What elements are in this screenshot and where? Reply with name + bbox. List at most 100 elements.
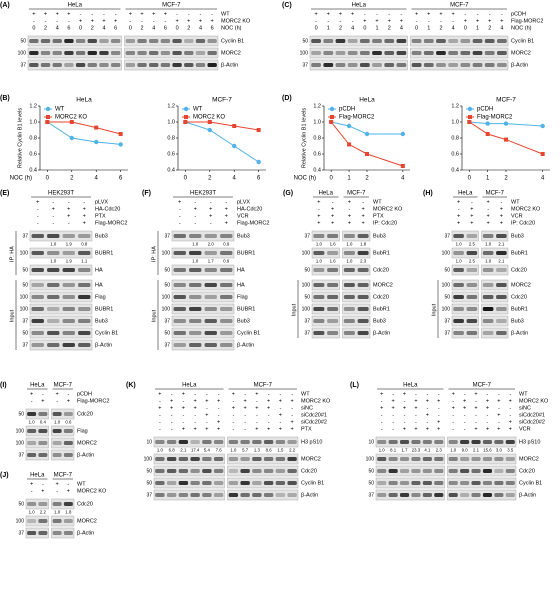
condition-sign: - — [279, 419, 281, 425]
band — [149, 63, 159, 67]
band — [27, 502, 37, 506]
band — [411, 469, 421, 473]
quantification: 0.8 — [81, 242, 88, 247]
condition-sign: + — [339, 11, 342, 17]
protein-label: Bub3 — [95, 233, 108, 239]
band — [466, 283, 478, 287]
blot-strip — [29, 303, 93, 315]
condition-sign: - — [42, 481, 44, 487]
band — [436, 39, 446, 43]
protein-label: Cdc20 — [301, 468, 317, 474]
band — [220, 307, 233, 311]
blot-strip — [29, 327, 93, 339]
band — [178, 493, 189, 497]
band — [497, 63, 507, 67]
band — [52, 412, 62, 416]
blot-strip — [25, 527, 49, 539]
band — [482, 268, 494, 272]
y-tick-label: 1.0 — [167, 119, 175, 125]
band — [313, 295, 325, 299]
condition-sign: + — [83, 213, 86, 219]
series-line — [47, 121, 121, 135]
blot-strip — [171, 303, 235, 315]
quantification: 0.4 — [40, 420, 47, 425]
band — [434, 457, 444, 461]
condition-sign: - — [194, 391, 196, 397]
y-tick-label: 0.4 — [313, 167, 321, 173]
series-line — [47, 121, 121, 145]
quantification: 8.1 — [390, 448, 397, 453]
condition-label: siNC — [519, 405, 531, 411]
condition-sign: + — [194, 426, 197, 432]
blot-strip — [171, 247, 235, 259]
series-line — [185, 121, 259, 163]
band — [155, 493, 165, 497]
cell-line: HeLa — [319, 191, 334, 197]
band — [494, 481, 504, 485]
band — [178, 469, 189, 473]
point — [346, 123, 352, 129]
blot-strip — [171, 279, 235, 291]
condition-sign: + — [52, 206, 55, 212]
point — [118, 132, 123, 136]
legend-marker — [467, 106, 473, 112]
protein-label: Cdc20 — [373, 267, 389, 273]
condition-sign: - — [340, 18, 342, 24]
y-tick-label: 0.6 — [451, 151, 459, 157]
band — [78, 331, 91, 335]
band — [313, 251, 325, 255]
condition-sign: + — [158, 405, 161, 411]
band — [149, 39, 159, 43]
point — [329, 120, 334, 124]
panel-letter: (J) — [0, 472, 9, 479]
band — [275, 457, 286, 461]
protein-label: Flag — [77, 428, 88, 434]
band — [228, 481, 239, 485]
point — [467, 120, 472, 124]
condition-sign: - — [498, 419, 500, 425]
blot-strip — [29, 230, 93, 242]
quantification: 1.0 — [54, 510, 61, 515]
panel-letter: (C) — [282, 2, 292, 9]
condition-label: PTX — [373, 213, 384, 219]
band — [40, 51, 51, 55]
protein-label: BubR1 — [373, 306, 390, 312]
condition-sign: - — [428, 18, 430, 24]
condition-sign: + — [392, 405, 395, 411]
condition-sign: 0 — [79, 25, 82, 31]
condition-sign: + — [211, 18, 214, 24]
condition-sign: - — [42, 391, 44, 397]
legend-marker — [184, 115, 188, 119]
y-tick-label: 1.2 — [29, 103, 37, 109]
blot-strip — [342, 279, 371, 291]
band — [472, 51, 483, 55]
blot-strip — [451, 230, 479, 242]
band — [202, 493, 212, 497]
band — [190, 457, 200, 461]
band — [173, 343, 186, 347]
band — [220, 331, 233, 335]
condition-sign: + — [279, 412, 282, 418]
blot-strip — [451, 303, 479, 315]
mw-marker: 37 — [304, 330, 310, 336]
blot-strip — [342, 291, 371, 303]
mw-marker: 100 — [20, 250, 29, 256]
blot-strip — [153, 436, 225, 448]
x-tick-label: 2 — [208, 176, 212, 182]
band — [494, 457, 504, 461]
protein-label: HA — [237, 267, 245, 273]
cell-line: HeLa — [68, 3, 83, 9]
protein-label: Cyclin B1 — [95, 330, 118, 336]
mw-marker: 37 — [444, 330, 450, 336]
quantification: 1.0 — [379, 448, 386, 453]
point — [504, 137, 508, 142]
band — [496, 283, 507, 287]
panel-letter: (D) — [282, 95, 292, 102]
condition-sign: + — [199, 18, 202, 24]
band — [482, 457, 493, 461]
blot-strip — [481, 291, 509, 303]
condition-sign: - — [206, 405, 208, 411]
cell-line: HEK293T — [190, 191, 216, 197]
quantification: 1.7 — [208, 259, 215, 264]
band — [484, 39, 495, 43]
